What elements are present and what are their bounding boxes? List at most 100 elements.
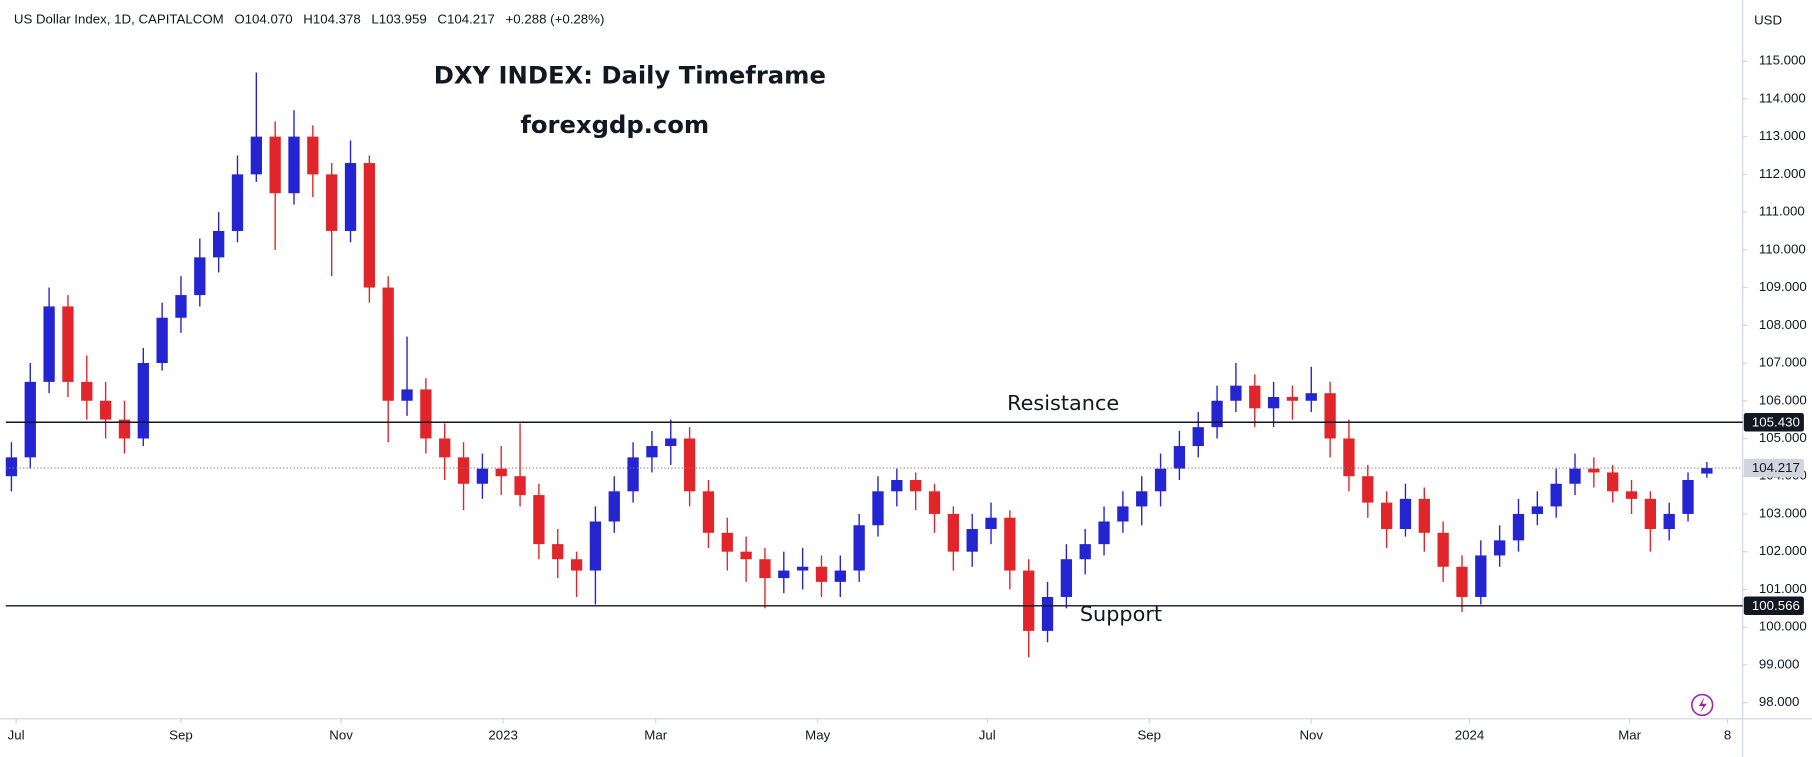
y-tick-label: 115.000 xyxy=(1759,53,1806,68)
candle-body xyxy=(1512,513,1525,541)
chart-title: DXY INDEX: Daily Timeframe xyxy=(434,60,826,89)
candle xyxy=(1701,461,1713,478)
candle-body xyxy=(1023,570,1035,631)
candle-body xyxy=(99,400,112,420)
candle xyxy=(118,400,131,454)
candle xyxy=(627,442,639,503)
candle-body xyxy=(326,174,338,231)
candle-body xyxy=(910,479,922,492)
candle xyxy=(1305,366,1317,413)
candle xyxy=(1569,453,1581,496)
candle-body xyxy=(570,559,583,571)
candle xyxy=(759,547,771,609)
candle-body xyxy=(759,559,771,579)
candle xyxy=(269,121,281,250)
candle xyxy=(1456,555,1468,613)
candle-body xyxy=(872,491,884,526)
candle-body xyxy=(891,479,903,492)
candle-body xyxy=(1418,498,1430,533)
candle xyxy=(212,212,225,273)
candle-body xyxy=(439,438,451,458)
candle xyxy=(137,347,149,447)
candle-body xyxy=(796,566,809,571)
candle-body xyxy=(1682,479,1694,514)
candle-body xyxy=(1701,468,1713,474)
x-tick-label: Jul xyxy=(8,728,25,743)
candle xyxy=(891,468,903,507)
candle xyxy=(1437,521,1449,582)
candle xyxy=(815,555,828,597)
candle-body xyxy=(401,389,413,401)
candle-body xyxy=(646,446,658,458)
y-tick-label: 100.000 xyxy=(1759,619,1807,634)
candle-body xyxy=(1267,396,1280,409)
candle-body xyxy=(1060,559,1073,597)
candle-body xyxy=(1098,521,1110,545)
candle xyxy=(476,453,489,499)
candle xyxy=(495,446,507,496)
level-price-box xyxy=(1743,458,1804,478)
candle-body xyxy=(62,306,74,382)
y-tick-label: 111.000 xyxy=(1759,204,1805,219)
candle-body xyxy=(815,566,828,582)
candle xyxy=(1418,487,1430,552)
candle-body xyxy=(1362,476,1374,503)
candle-body xyxy=(552,544,564,560)
x-tick-label: Nov xyxy=(329,728,353,743)
candle xyxy=(1682,472,1694,522)
candle-body xyxy=(740,551,752,560)
level-price-label: 104.217 xyxy=(1752,460,1800,475)
candle xyxy=(552,529,564,579)
y-tick-label: 112.000 xyxy=(1759,166,1806,181)
x-tick-label: Sep xyxy=(1137,728,1161,743)
candle xyxy=(1475,540,1487,605)
candle xyxy=(721,517,733,571)
candle xyxy=(344,140,357,243)
candle-body xyxy=(43,306,55,382)
candle xyxy=(1644,491,1657,552)
level-price-label: 100.566 xyxy=(1752,598,1800,613)
candle xyxy=(1493,525,1506,567)
candle-body xyxy=(1041,596,1054,631)
candle xyxy=(1154,453,1167,507)
icon-bolt xyxy=(1698,696,1707,714)
candle-body xyxy=(985,517,997,530)
candle-body xyxy=(1324,393,1336,439)
y-tick-label: 110.000 xyxy=(1759,241,1806,256)
candle xyxy=(570,551,583,597)
currency: USD xyxy=(1754,12,1782,27)
candle xyxy=(156,302,168,371)
candle xyxy=(231,155,244,243)
candle xyxy=(1249,374,1261,428)
candle xyxy=(702,479,715,548)
icon-circle xyxy=(1691,693,1714,717)
candle-body xyxy=(533,495,545,545)
x-tick-label: Sep xyxy=(169,728,193,743)
candle xyxy=(1550,468,1562,518)
candle-body xyxy=(608,491,620,522)
candle xyxy=(872,476,884,537)
candle xyxy=(62,295,74,397)
level-price-label: 105.430 xyxy=(1752,414,1800,429)
candle-body xyxy=(156,317,168,364)
x-tick-label: May xyxy=(805,728,830,743)
open-label: O104.070 xyxy=(234,11,292,26)
candle xyxy=(363,155,376,303)
symbol-header: US Dollar Index, 1D, CAPITALCOM O104.070… xyxy=(14,11,605,26)
candle xyxy=(740,536,752,582)
candle xyxy=(1267,381,1280,428)
candle-body xyxy=(344,163,357,231)
candle xyxy=(1230,363,1242,413)
candle xyxy=(326,163,338,277)
candle xyxy=(382,276,394,443)
candle-body xyxy=(1343,438,1355,477)
candle xyxy=(1192,412,1204,458)
candle-body xyxy=(947,513,959,552)
y-tick-label: 108.000 xyxy=(1759,317,1807,332)
candle xyxy=(683,427,696,507)
candle-body xyxy=(420,389,432,439)
candle-body xyxy=(1154,468,1167,492)
candle xyxy=(420,378,432,454)
candle-body xyxy=(721,532,733,552)
lightning-icon[interactable] xyxy=(1691,693,1714,717)
